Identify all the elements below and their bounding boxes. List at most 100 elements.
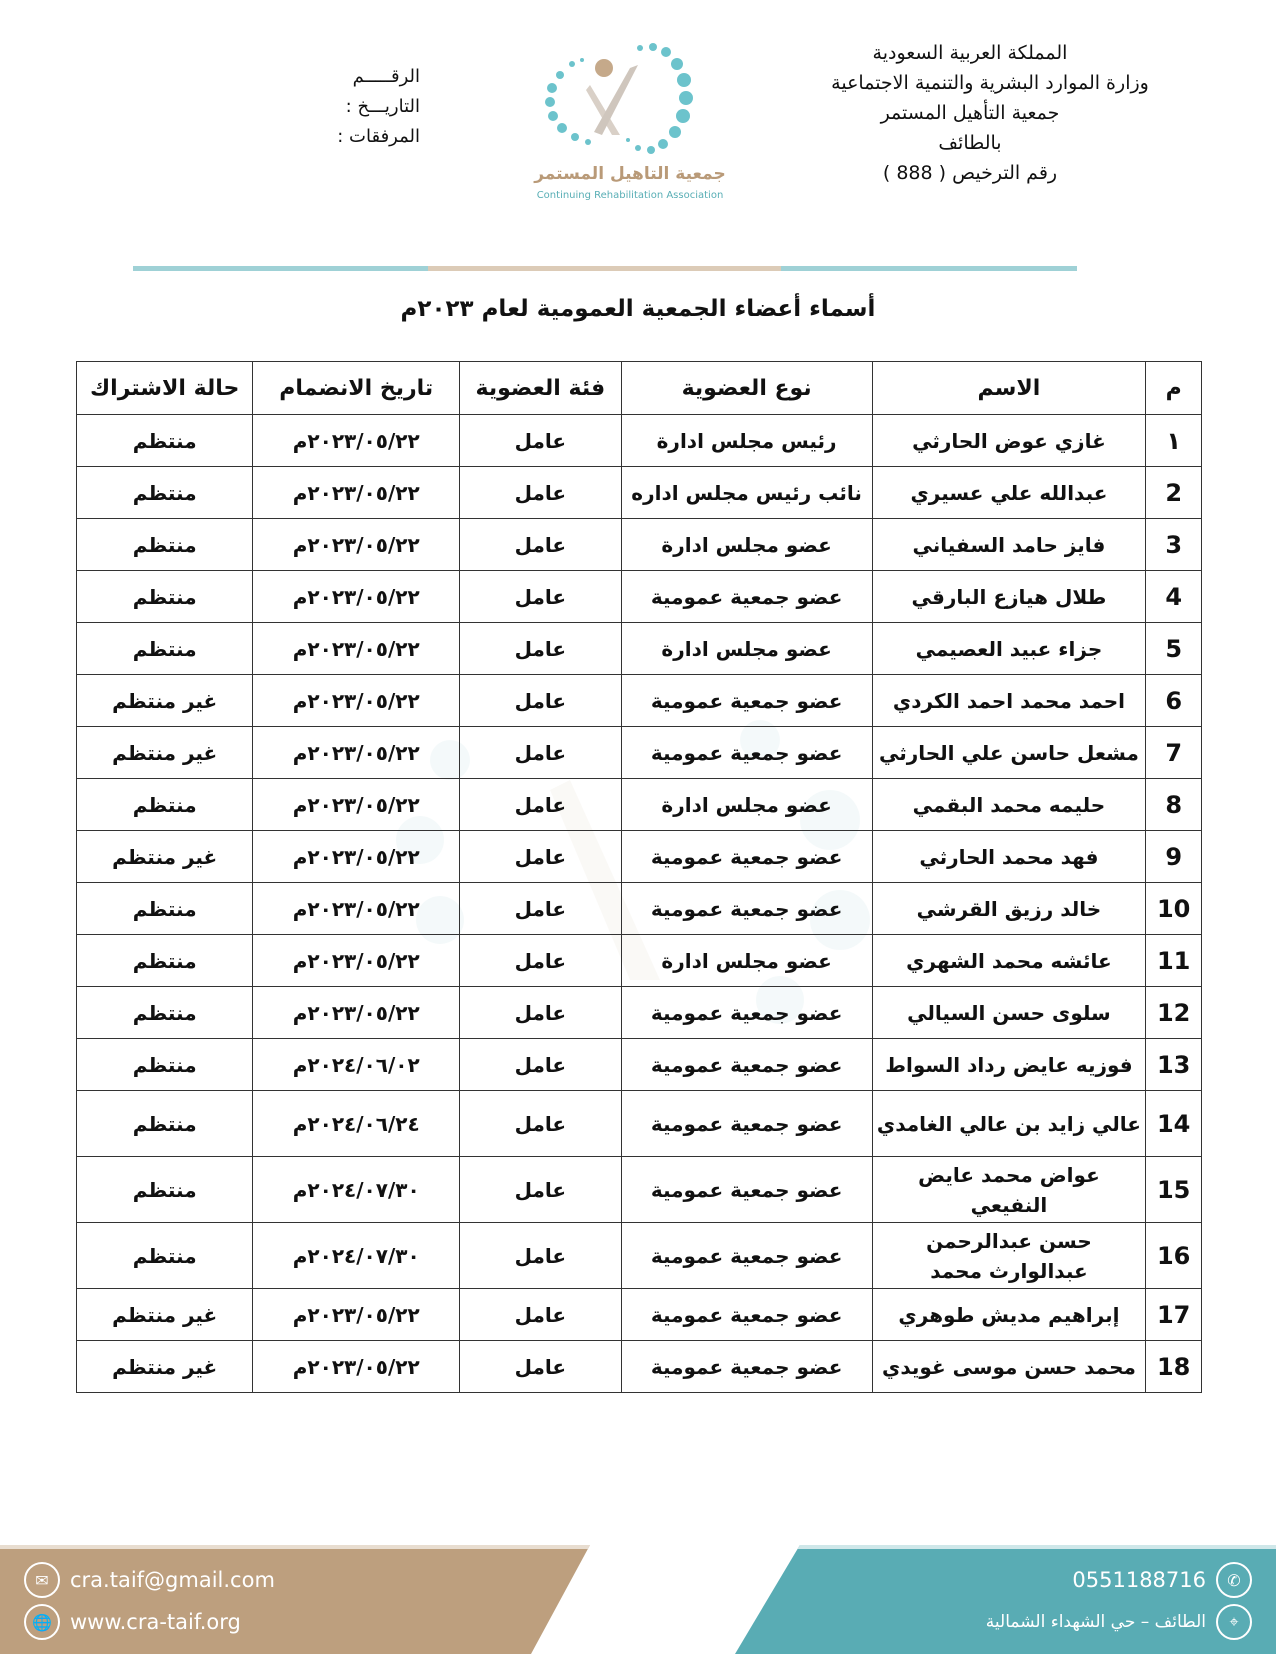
ref-attachments-label: المرفقات : — [337, 126, 420, 147]
cell-name: إبراهيم مديش طوهري — [871, 1288, 1147, 1341]
cell-membership-category: عامل — [459, 726, 622, 779]
cell-subscription-status: منتظم — [75, 1222, 254, 1289]
cell-join-date: ٢٠٢٤/٠٧/٣٠م — [252, 1222, 461, 1289]
header-join-date: تاريخ الانضمام — [252, 361, 461, 415]
cell-membership-type: عضو جمعية عمومية — [620, 570, 873, 623]
website-text: www.cra-taif.org — [70, 1610, 241, 1634]
table-row: 3 فايز حامد السفياني عضو مجلس ادارة عامل ٢٠٢… — [75, 518, 1202, 571]
cell-name: فهد محمد الحارثي — [871, 830, 1147, 883]
table-row: 13 فوزيه عايض رداد السواط عضو جمعية عمومية… — [75, 1038, 1202, 1091]
table-row: 17 إبراهيم مديش طوهري عضو جمعية عمومية عامل… — [75, 1288, 1202, 1341]
header-divider — [133, 266, 428, 271]
cell-join-date: ٢٠٢٣/٠٥/٢٢م — [252, 570, 461, 623]
table-row: 5 جزاء عبيد العصيمي عضو مجلس ادارة عامل ٢٠٢٣… — [75, 622, 1202, 675]
cell-membership-type: عضو جمعية عمومية — [620, 1222, 873, 1289]
cell-index: 15 — [1145, 1156, 1202, 1223]
cell-membership-category: عامل — [459, 1340, 622, 1393]
cell-join-date: ٢٠٢٣/٠٥/٢٢م — [252, 934, 461, 987]
mail-icon: ✉ — [24, 1562, 60, 1598]
table-row: 2 عبدالله علي عسيري نائب رئيس مجلس اداره عا… — [75, 466, 1202, 519]
cell-membership-type: عضو جمعية عمومية — [620, 1038, 873, 1091]
cell-membership-category: عامل — [459, 882, 622, 935]
cell-join-date: ٢٠٢٣/٠٥/٢٢م — [252, 622, 461, 675]
cell-subscription-status: منتظم — [75, 622, 254, 675]
cell-membership-type: عضو جمعية عمومية — [620, 830, 873, 883]
cell-membership-type: عضو مجلس ادارة — [620, 778, 873, 831]
cell-subscription-status: منتظم — [75, 986, 254, 1039]
cell-membership-category: عامل — [459, 466, 622, 519]
cell-membership-category: عامل — [459, 1090, 622, 1157]
cell-membership-type: عضو جمعية عمومية — [620, 1288, 873, 1341]
cell-name: عالي زايد بن عالي الغامدي — [871, 1090, 1147, 1157]
cell-membership-type: عضو جمعية عمومية — [620, 674, 873, 727]
cell-membership-type: عضو جمعية عمومية — [620, 986, 873, 1039]
header-divider — [781, 266, 1077, 271]
cell-membership-category: عامل — [459, 934, 622, 987]
cell-subscription-status: منتظم — [75, 882, 254, 935]
cell-name: طلال هيازع البارقي — [871, 570, 1147, 623]
cell-name: سلوى حسن السيالي — [871, 986, 1147, 1039]
footer-phone[interactable]: 0551188716 ✆ — [1072, 1562, 1252, 1598]
cell-membership-category: عامل — [459, 1156, 622, 1223]
cell-index: 2 — [1145, 466, 1202, 519]
cell-membership-type: عضو جمعية عمومية — [620, 1340, 873, 1393]
cell-subscription-status: منتظم — [75, 570, 254, 623]
org-line: المملكة العربية السعودية — [872, 42, 1068, 64]
header-membership-type: نوع العضوية — [620, 361, 873, 415]
cell-membership-type: عضو مجلس ادارة — [620, 622, 873, 675]
cell-membership-type: رئيس مجلس ادارة — [620, 414, 873, 467]
cell-join-date: ٢٠٢٣/٠٥/٢٢م — [252, 518, 461, 571]
table-row: 4 طلال هيازع البارقي عضو جمعية عمومية عامل ٢… — [75, 570, 1202, 623]
location-icon: ⌖ — [1216, 1604, 1252, 1640]
logo-arabic-name: جمعية التاهيل المستمر — [534, 164, 726, 184]
org-line: بالطائف — [938, 132, 1002, 154]
cell-join-date: ٢٠٢٤/٠٦/٠٢م — [252, 1038, 461, 1091]
footer-email[interactable]: ✉ cra.taif@gmail.com — [24, 1562, 275, 1598]
cell-index: 11 — [1145, 934, 1202, 987]
cell-name: فوزيه عايض رداد السواط — [871, 1038, 1147, 1091]
cell-membership-type: عضو جمعية عمومية — [620, 1156, 873, 1223]
organization-header: المملكة العربية السعودية وزارة الموارد ا… — [800, 38, 1149, 188]
cell-name: غازي عوض الحارثي — [871, 414, 1147, 467]
footer-address: ⌖ الطائف – حي الشهداء الشمالية — [986, 1604, 1252, 1640]
cell-name: فايز حامد السفياني — [871, 518, 1147, 571]
cell-name: عبدالله علي عسيري — [871, 466, 1147, 519]
cell-name: مشعل حاسن علي الحارثي — [871, 726, 1147, 779]
cell-join-date: ٢٠٢٣/٠٥/٢٢م — [252, 674, 461, 727]
cell-index: 5 — [1145, 622, 1202, 675]
org-line: وزارة الموارد البشرية والتنمية الاجتماعي… — [831, 72, 1149, 94]
cell-name: عواض محمد عايض النفيعي — [871, 1156, 1147, 1223]
cell-subscription-status: غير منتظم — [75, 830, 254, 883]
reference-fields: الرقـــــم التاريـــخ : المرفقات : — [300, 62, 420, 152]
cell-subscription-status: منتظم — [75, 1090, 254, 1157]
address-text: الطائف – حي الشهداء الشمالية — [985, 1612, 1206, 1632]
phone-icon: ✆ — [1216, 1562, 1252, 1598]
cell-membership-category: عامل — [459, 1038, 622, 1091]
cell-index: 6 — [1145, 674, 1202, 727]
logo-english-name: Continuing Rehabilitation Association — [536, 190, 724, 201]
members-table: م الاسم نوع العضوية فئة العضوية تاريخ ال… — [75, 361, 1202, 1393]
cell-join-date: ٢٠٢٣/٠٥/٢٢م — [252, 726, 461, 779]
table-row: 12 سلوى حسن السيالي عضو جمعية عمومية عامل ٢٠… — [75, 986, 1202, 1039]
header-membership-category: فئة العضوية — [459, 361, 622, 415]
cell-index: 9 — [1145, 830, 1202, 883]
cell-membership-type: نائب رئيس مجلس اداره — [620, 466, 873, 519]
cell-name: خالد رزيق القرشي — [871, 882, 1147, 935]
cell-subscription-status: منتظم — [75, 466, 254, 519]
cell-subscription-status: غير منتظم — [75, 1288, 254, 1341]
cell-subscription-status: غير منتظم — [75, 1340, 254, 1393]
ref-number-label: الرقـــــم — [352, 66, 420, 87]
cell-join-date: ٢٠٢٣/٠٥/٢٢م — [252, 778, 461, 831]
footer-website[interactable]: 🌐 www.cra-taif.org — [24, 1604, 241, 1640]
globe-icon: 🌐 — [24, 1604, 60, 1640]
cell-name: حسن عبدالرحمن عبدالوارث محمد — [871, 1222, 1147, 1289]
cell-join-date: ٢٠٢٣/٠٥/٢٢م — [252, 830, 461, 883]
table-row: 14 عالي زايد بن عالي الغامدي عضو جمعية عمو… — [75, 1090, 1202, 1157]
org-line: جمعية التأهيل المستمر — [880, 102, 1060, 124]
cell-index: 14 — [1145, 1090, 1202, 1157]
cell-subscription-status: منتظم — [75, 414, 254, 467]
association-logo: جمعية التاهيل المستمر Continuing Rehabil… — [520, 40, 740, 205]
cell-subscription-status: منتظم — [75, 778, 254, 831]
email-text: cra.taif@gmail.com — [70, 1568, 275, 1592]
cell-join-date: ٢٠٢٣/٠٥/٢٢م — [252, 466, 461, 519]
